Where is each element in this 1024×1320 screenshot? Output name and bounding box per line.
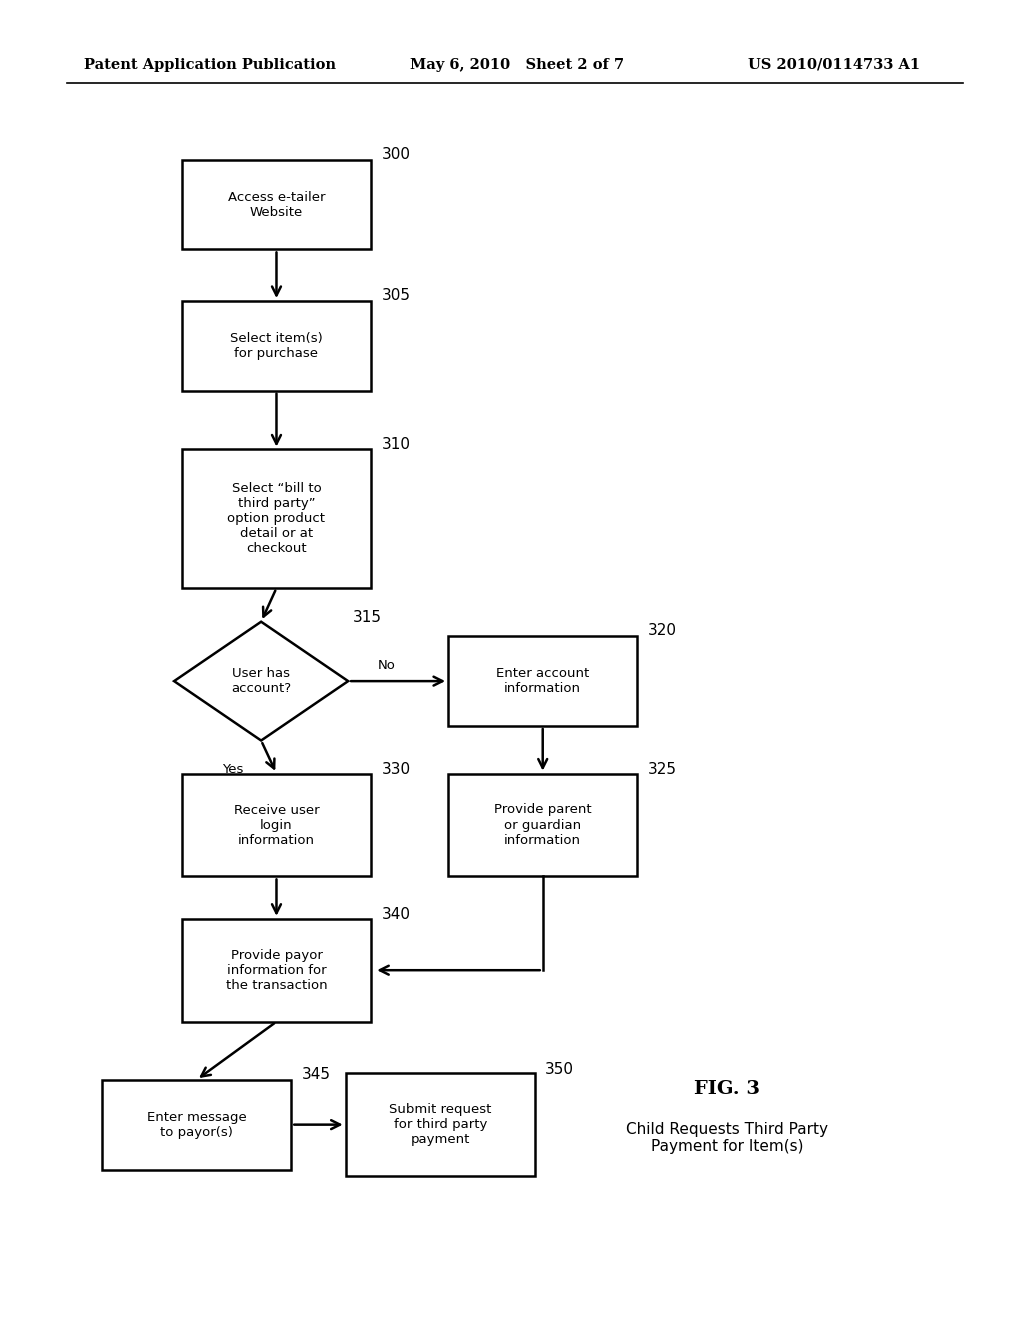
Bar: [182, 774, 372, 876]
Bar: [102, 1080, 291, 1170]
Text: Select item(s)
for purchase: Select item(s) for purchase: [230, 331, 323, 360]
Bar: [182, 449, 372, 589]
Text: US 2010/0114733 A1: US 2010/0114733 A1: [748, 58, 920, 71]
Text: Child Requests Third Party
Payment for Item(s): Child Requests Third Party Payment for I…: [626, 1122, 828, 1154]
Text: Select “bill to
third party”
option product
detail or at
checkout: Select “bill to third party” option prod…: [227, 482, 326, 556]
Text: Enter message
to payor(s): Enter message to payor(s): [146, 1110, 247, 1139]
Text: 310: 310: [382, 437, 411, 453]
Bar: [182, 160, 372, 249]
Text: Patent Application Publication: Patent Application Publication: [84, 58, 336, 71]
Text: 300: 300: [382, 147, 411, 162]
Bar: [449, 774, 637, 876]
Bar: [449, 636, 637, 726]
Text: 350: 350: [545, 1061, 574, 1077]
Text: Provide parent
or guardian
information: Provide parent or guardian information: [494, 804, 592, 846]
Bar: [346, 1073, 535, 1176]
Bar: [182, 301, 372, 391]
Text: Yes: Yes: [222, 763, 243, 776]
Text: User has
account?: User has account?: [231, 667, 291, 696]
Bar: [182, 919, 372, 1022]
Text: Provide payor
information for
the transaction: Provide payor information for the transa…: [225, 949, 328, 991]
Text: No: No: [378, 659, 396, 672]
Text: 305: 305: [382, 288, 411, 304]
Text: Submit request
for third party
payment: Submit request for third party payment: [389, 1104, 492, 1146]
Text: 320: 320: [648, 623, 677, 639]
Text: Access e-tailer
Website: Access e-tailer Website: [227, 190, 326, 219]
Text: May 6, 2010   Sheet 2 of 7: May 6, 2010 Sheet 2 of 7: [410, 58, 624, 71]
Text: 345: 345: [301, 1067, 331, 1082]
Polygon shape: [174, 622, 348, 741]
Text: 340: 340: [382, 907, 411, 923]
Text: 325: 325: [648, 762, 677, 777]
Text: 315: 315: [353, 610, 382, 626]
Text: Receive user
login
information: Receive user login information: [233, 804, 319, 846]
Text: 330: 330: [382, 762, 411, 777]
Text: FIG. 3: FIG. 3: [694, 1080, 760, 1098]
Text: Enter account
information: Enter account information: [496, 667, 590, 696]
